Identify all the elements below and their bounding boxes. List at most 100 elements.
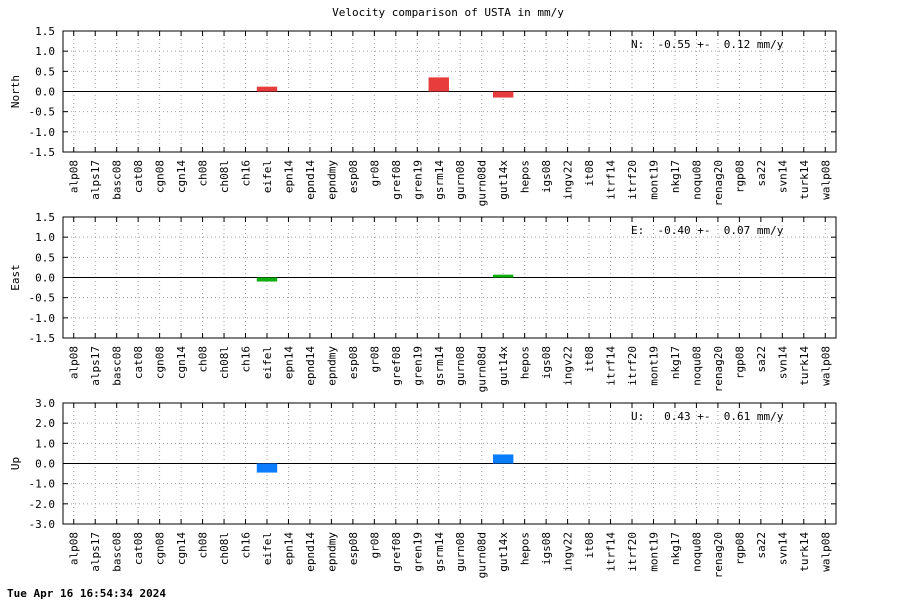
x-tick-label: igs08: [540, 532, 553, 565]
x-tick-label: itrf14: [605, 160, 618, 200]
y-tick-label: 1.0: [35, 231, 55, 244]
x-tick-label: gren19: [411, 346, 424, 386]
x-tick-label: esp08: [347, 160, 360, 193]
x-tick-label: gref08: [390, 160, 403, 200]
x-tick-label: eifel: [261, 532, 274, 565]
x-tick-label: alps17: [89, 346, 102, 386]
x-tick-label: svn14: [776, 346, 789, 379]
y-tick-label: -1.0: [29, 126, 56, 139]
x-tick-label: it08: [583, 532, 596, 559]
x-tick-label: epn14: [282, 160, 295, 193]
x-tick-label: turk14: [798, 346, 811, 386]
x-tick-label: epnd14: [304, 160, 317, 200]
x-tick-label: ingv22: [562, 160, 575, 200]
x-tick-label: itrf14: [605, 346, 618, 386]
x-tick-label: gut14x: [497, 346, 510, 386]
x-tick-label: walp08: [819, 160, 832, 200]
x-tick-label: walp08: [819, 346, 832, 386]
x-tick-label: igs08: [540, 160, 553, 193]
bar-eifel: [256, 463, 278, 473]
velocity-annotation: N: -0.55 +- 0.12 mm/y: [631, 38, 784, 51]
x-tick-label: gurn08d: [476, 346, 489, 392]
y-tick-label: -1.5: [29, 146, 56, 159]
x-tick-label: noqu08: [690, 160, 703, 200]
x-tick-label: esp08: [347, 346, 360, 379]
x-tick-label: gut14x: [497, 532, 510, 572]
x-tick-label: svn14: [776, 160, 789, 193]
x-tick-label: mont19: [647, 160, 660, 200]
x-tick-label: alp08: [68, 160, 81, 193]
x-tick-label: ch16: [240, 532, 253, 559]
x-tick-label: turk14: [798, 532, 811, 572]
velocity-annotation: E: -0.40 +- 0.07 mm/y: [631, 224, 784, 237]
x-tick-label: gren19: [411, 160, 424, 200]
x-tick-label: itrf20: [626, 346, 639, 386]
x-tick-label: epndmy: [325, 160, 338, 200]
chart-title: Velocity comparison of USTA in mm/y: [332, 6, 564, 19]
x-tick-label: ch08l: [218, 346, 231, 379]
x-tick-label: cgn14: [175, 160, 188, 193]
bar-eifel: [256, 86, 278, 92]
x-tick-label: it08: [583, 346, 596, 373]
x-tick-label: gsrm14: [433, 532, 446, 572]
y-tick-label: 2.0: [35, 417, 55, 430]
x-tick-label: hepos: [519, 346, 532, 379]
x-tick-label: nkg17: [669, 346, 682, 379]
x-tick-label: cgn08: [154, 346, 167, 379]
x-tick-label: gref08: [390, 346, 403, 386]
x-tick-label: gut14x: [497, 160, 510, 200]
x-tick-label: ch08: [197, 346, 210, 373]
x-tick-label: ch08l: [218, 160, 231, 193]
x-tick-label: epndmy: [325, 532, 338, 572]
x-tick-label: rgp08: [733, 346, 746, 379]
x-tick-label: alp08: [68, 532, 81, 565]
x-tick-label: epnd14: [304, 346, 317, 386]
x-tick-label: gr08: [368, 346, 381, 373]
x-tick-label: cat08: [132, 532, 145, 565]
x-tick-label: hepos: [519, 532, 532, 565]
x-tick-label: eifel: [261, 160, 274, 193]
x-tick-label: cgn14: [175, 532, 188, 565]
x-tick-label: alps17: [89, 160, 102, 200]
x-tick-label: basc08: [111, 346, 124, 386]
x-tick-label: ch08: [197, 532, 210, 559]
x-tick-label: eifel: [261, 346, 274, 379]
x-tick-label: gurn08d: [476, 160, 489, 206]
x-tick-label: alp08: [68, 346, 81, 379]
x-tick-label: ch16: [240, 346, 253, 373]
y-tick-label: -3.0: [29, 518, 56, 531]
y-tick-label: 0.5: [35, 251, 55, 264]
y-tick-label: 3.0: [35, 397, 55, 410]
y-tick-label: 0.0: [35, 458, 55, 471]
x-tick-label: it08: [583, 160, 596, 187]
y-tick-label: 1.5: [35, 211, 55, 224]
y-tick-label: 0.0: [35, 272, 55, 285]
y-tick-label: -1.5: [29, 332, 56, 345]
x-tick-label: ch16: [240, 160, 253, 187]
y-tick-label: 1.0: [35, 45, 55, 58]
y-tick-label: 1.0: [35, 437, 55, 450]
x-tick-label: renag20: [712, 346, 725, 392]
chart-panels: 1.5 1.0 0.5 0.0 -0.5 -1.0 -1.5 alp08 alps17 basc0…: [9, 25, 837, 578]
x-tick-label: cat08: [132, 346, 145, 379]
x-tick-label: cgn14: [175, 346, 188, 379]
x-tick-label: ingv22: [562, 346, 575, 386]
x-tick-label: basc08: [111, 160, 124, 200]
x-tick-label: ch08: [197, 160, 210, 187]
panel-up: 3.0 2.0 1.0 0.0 -1.0 -2.0 -3.0 alp08 alps17 basc0…: [9, 397, 837, 578]
x-tick-label: walp08: [819, 532, 832, 572]
x-tick-label: sa22: [755, 346, 768, 373]
x-tick-label: itrf20: [626, 160, 639, 200]
x-tick-label: epndmy: [325, 346, 338, 386]
x-tick-label: mont19: [647, 532, 660, 572]
x-tick-label: ingv22: [562, 532, 575, 572]
x-tick-label: epnd14: [304, 532, 317, 572]
panel-north: 1.5 1.0 0.5 0.0 -0.5 -1.0 -1.5 alp08 alps17 basc0…: [9, 25, 837, 206]
bar-gut14x: [492, 454, 514, 464]
x-tick-label: ch08l: [218, 532, 231, 565]
bar-gut14x: [492, 274, 514, 278]
x-tick-label: gsrm14: [433, 346, 446, 386]
x-tick-label: cat08: [132, 160, 145, 193]
x-tick-label: esp08: [347, 532, 360, 565]
